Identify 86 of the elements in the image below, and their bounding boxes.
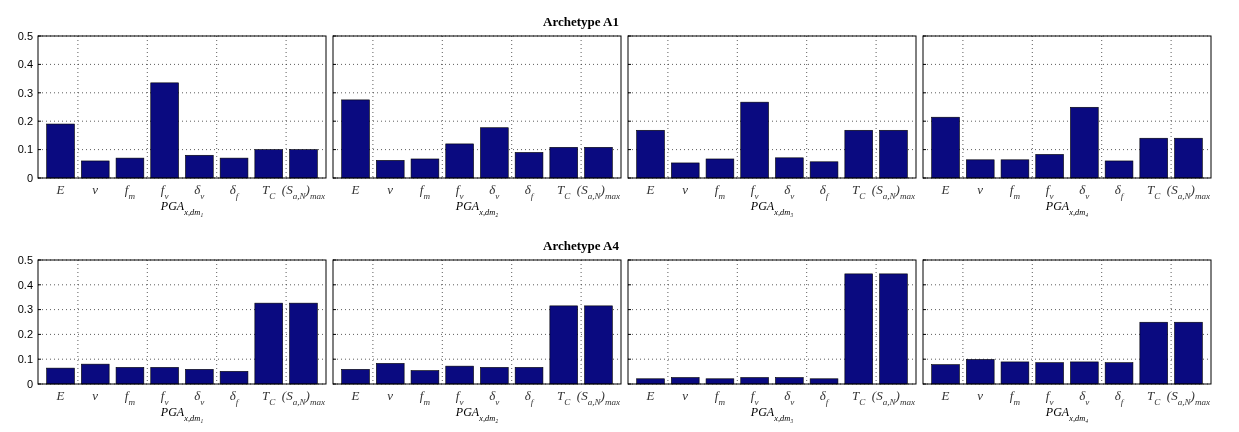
x-tick-label: f$_{m}$: [1009, 388, 1021, 407]
x-tick-label: f$_{m}$: [714, 388, 726, 407]
y-tick-label: 0.4: [17, 278, 33, 291]
x-tick-label: f$_{m}$: [714, 182, 726, 201]
x-tick-label: δ$_{f}$: [524, 182, 535, 201]
x-tick-label: v: [92, 388, 99, 403]
x-tick-label: E: [350, 388, 360, 403]
x-tick-label: f$_{m}$: [419, 388, 431, 407]
x-tick-label: f$_{v}$: [750, 182, 760, 201]
x-tick-label: E: [350, 182, 360, 197]
x-tick-label: (S$_{a,N}$)$_{max}$: [281, 388, 326, 407]
x-tick-label: δ$_{v}$: [489, 388, 501, 407]
x-tick-label: (S$_{a,N}$)$_{max}$: [576, 182, 621, 201]
x-tick-label: T$_{C}$: [1147, 182, 1162, 201]
y-tick-label: 0.1: [17, 143, 33, 156]
x-tick-label: δ$_{v}$: [489, 182, 501, 201]
x-tick-label: f$_{v}$: [455, 388, 465, 407]
y-tick-label: 0.2: [17, 115, 33, 128]
x-tick-label: δ$_{f}$: [229, 182, 240, 201]
x-tick-label: δ$_{v}$: [784, 182, 796, 201]
x-tick-label: δ$_{v}$: [194, 182, 206, 201]
x-tick-label: (S$_{a,N}$)$_{max}$: [1166, 388, 1211, 407]
x-tick-label: v: [977, 182, 984, 197]
x-tick-label: δ$_{f}$: [229, 388, 240, 407]
x-tick-label: (S$_{a,N}$)$_{max}$: [871, 182, 916, 201]
x-tick-label: (S$_{a,N}$)$_{max}$: [576, 388, 621, 407]
x-tick-label: (S$_{a,N}$)$_{max}$: [1166, 182, 1211, 201]
x-tick-label: T$_{C}$: [557, 388, 572, 407]
x-tick-label: v: [387, 182, 394, 197]
y-tick-label: 0.3: [17, 303, 33, 316]
x-tick-label: δ$_{f}$: [819, 388, 830, 407]
x-tick-label: f$_{v}$: [750, 388, 760, 407]
y-tick-label: 0: [26, 171, 33, 184]
x-tick-label: v: [387, 388, 394, 403]
x-tick-label: E: [645, 388, 655, 403]
x-tick-label: T$_{C}$: [852, 388, 867, 407]
x-tick-label: f$_{v}$: [160, 182, 170, 201]
x-tick-label: δ$_{v}$: [1079, 388, 1091, 407]
x-tick-label: f$_{m}$: [124, 182, 136, 201]
x-axis-title: PGA$_{x,dm₃}$: [749, 199, 794, 217]
x-tick-label: v: [977, 388, 984, 403]
x-tick-label: (S$_{a,N}$)$_{max}$: [871, 388, 916, 407]
chart-title: Archetype A4: [543, 238, 620, 253]
x-tick-label: T$_{C}$: [557, 182, 572, 201]
x-tick-label: v: [92, 182, 99, 197]
x-tick-label: E: [940, 388, 950, 403]
x-axis-title: PGA$_{x,dm₁}$: [159, 199, 204, 217]
x-tick-label: T$_{C}$: [852, 182, 867, 201]
x-axis-title: PGA$_{x,dm₂}$: [454, 405, 499, 423]
y-tick-label: 0.2: [17, 328, 33, 341]
x-tick-label: f$_{v}$: [160, 388, 170, 407]
x-tick-label: T$_{C}$: [262, 182, 277, 201]
chart-title: Archetype A1: [543, 14, 619, 29]
y-tick-label: 0.1: [17, 353, 33, 366]
x-tick-label: δ$_{v}$: [194, 388, 206, 407]
x-tick-label: δ$_{f}$: [819, 182, 830, 201]
x-tick-label: E: [645, 182, 655, 197]
x-tick-label: δ$_{v}$: [784, 388, 796, 407]
x-tick-label: T$_{C}$: [262, 388, 277, 407]
y-tick-label: 0: [26, 377, 33, 390]
x-axis-title: PGA$_{x,dm₄}$: [1044, 199, 1089, 217]
x-tick-label: f$_{v}$: [1045, 388, 1055, 407]
x-tick-label: δ$_{v}$: [1079, 182, 1091, 201]
x-tick-label: δ$_{f}$: [524, 388, 535, 407]
x-tick-label: f$_{m}$: [419, 182, 431, 201]
x-axis-title: PGA$_{x,dm₃}$: [749, 405, 794, 423]
x-tick-label: (S$_{a,N}$)$_{max}$: [281, 182, 326, 201]
x-tick-label: δ$_{f}$: [1114, 182, 1125, 201]
x-tick-label: E: [940, 182, 950, 197]
x-axis-title: PGA$_{x,dm₁}$: [159, 405, 204, 423]
x-tick-label: f$_{v}$: [455, 182, 465, 201]
y-tick-label: 0.5: [17, 29, 33, 42]
x-tick-label: f$_{v}$: [1045, 182, 1055, 201]
x-tick-label: v: [682, 388, 689, 403]
x-axis-title: PGA$_{x,dm₂}$: [454, 199, 499, 217]
x-tick-label: v: [682, 182, 689, 197]
x-tick-label: T$_{C}$: [1147, 388, 1162, 407]
x-axis-title: PGA$_{x,dm₄}$: [1044, 405, 1089, 423]
x-tick-label: E: [55, 388, 65, 403]
y-tick-label: 0.5: [17, 253, 33, 266]
x-tick-label: f$_{m}$: [124, 388, 136, 407]
y-tick-label: 0.4: [17, 58, 33, 71]
x-tick-label: δ$_{f}$: [1114, 388, 1125, 407]
y-tick-label: 0.3: [17, 86, 33, 99]
x-tick-label: f$_{m}$: [1009, 182, 1021, 201]
x-tick-label: E: [55, 182, 65, 197]
